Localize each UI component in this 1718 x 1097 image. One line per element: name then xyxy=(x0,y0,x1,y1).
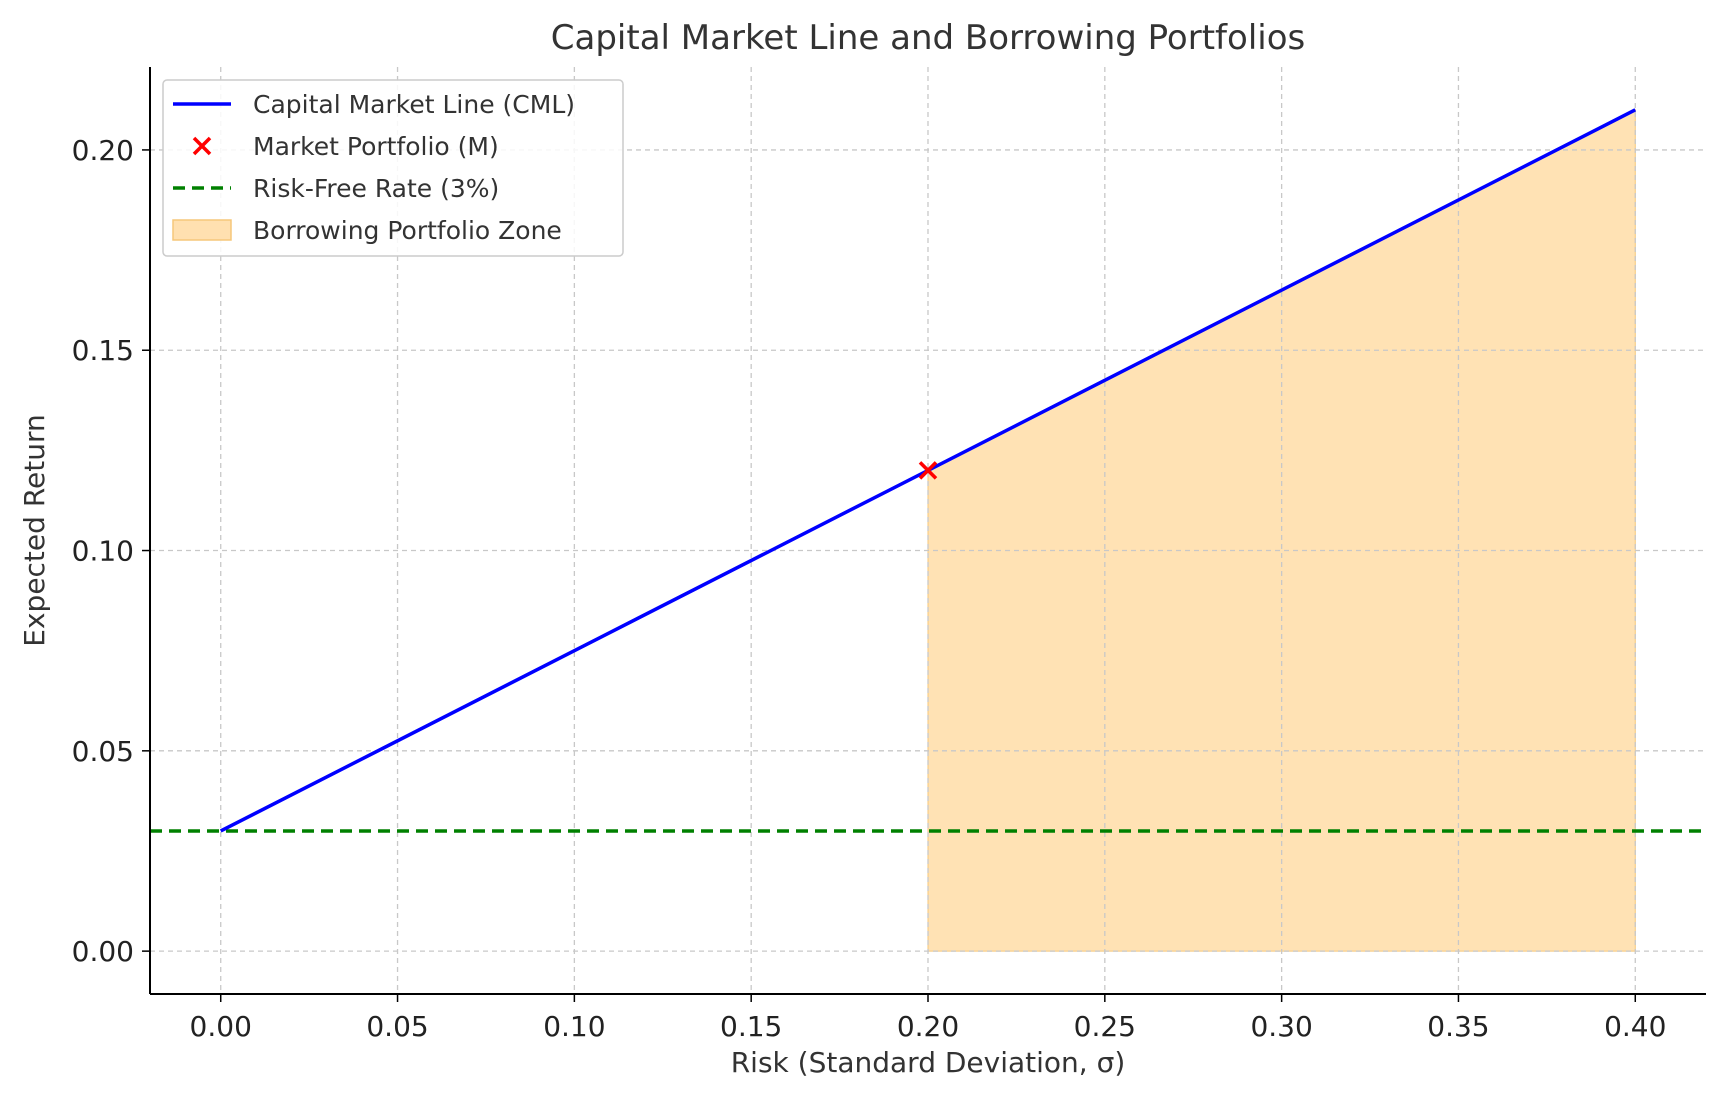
legend-handle-fill xyxy=(172,219,232,241)
legend: Capital Market Line (CML) Market Portfoli… xyxy=(162,79,624,257)
market-portfolio-marker xyxy=(918,461,938,480)
legend-label: Market Portfolio (M) xyxy=(253,132,499,161)
x-tick-label: 0.40 xyxy=(1604,1010,1666,1043)
y-tick-label: 0.15 xyxy=(72,334,134,367)
legend-label: Borrowing Portfolio Zone xyxy=(253,216,562,245)
x-tick-label: 0.30 xyxy=(1250,1010,1312,1043)
marker-stroke xyxy=(918,461,938,480)
x-tick-label: 0.00 xyxy=(190,1010,252,1043)
legend-box xyxy=(162,79,624,257)
y-tick-label: 0.20 xyxy=(72,134,134,167)
legend-handle-marker xyxy=(192,136,212,156)
x-tick-label: 0.35 xyxy=(1427,1010,1489,1043)
x-tick-label: 0.10 xyxy=(543,1010,605,1043)
y-axis-label: Expected Return xyxy=(18,414,51,646)
x-tick-label: 0.20 xyxy=(897,1010,959,1043)
x-tick-label: 0.25 xyxy=(1074,1010,1136,1043)
y-tick-label: 0.00 xyxy=(72,935,134,968)
x-tick-label: 0.15 xyxy=(720,1010,782,1043)
legend-label: Capital Market Line (CML) xyxy=(253,90,575,119)
x-tick-label: 0.05 xyxy=(366,1010,428,1043)
ticks-layer: 0.00 0.05 0.10 0.15 0.20 0.25 0.30 0.35 0.40 0.00… xyxy=(72,134,1667,1043)
y-tick-label: 0.05 xyxy=(72,735,134,768)
chart-title: Capital Market Line and Borrowing Portfo… xyxy=(551,18,1305,58)
y-tick-label: 0.10 xyxy=(72,535,134,568)
legend-label: Risk-Free Rate (3%) xyxy=(253,174,499,203)
x-axis-label: Risk (Standard Deviation, σ) xyxy=(731,1046,1126,1079)
series-layer xyxy=(150,108,1706,833)
